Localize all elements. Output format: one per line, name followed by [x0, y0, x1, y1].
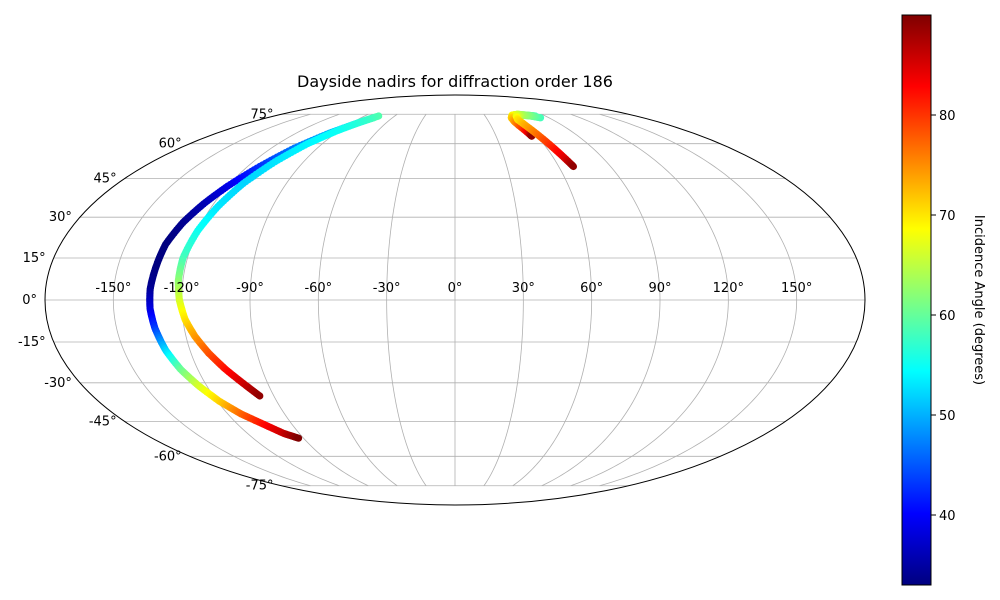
longitude-tick-label: -120°: [164, 281, 200, 296]
data-point: [256, 392, 264, 400]
colorbar-tick-label: 80: [939, 109, 956, 124]
longitude-tick-label: 150°: [781, 281, 812, 296]
longitude-tick-label: 90°: [648, 281, 671, 296]
mollweide-map: -150° -120° -90° -60° -30° 0° 30° 60° 90° 120° 150…: [18, 94, 866, 506]
colorbar-tick-label: 40: [939, 509, 956, 524]
map-boundary: [44, 94, 866, 506]
latitude-tick-label: -60°: [154, 449, 182, 464]
latitude-tick-label: 45°: [94, 172, 117, 187]
longitude-tick-label: -30°: [373, 281, 401, 296]
latitude-tick-labels: -75° -60° -45° -30° -15° 0° 15° 30° 45° 60° 75°: [18, 107, 274, 493]
colorbar-tick-label: 60: [939, 309, 956, 324]
scatter-points: [146, 110, 578, 442]
longitude-tick-label: -60°: [304, 281, 332, 296]
latitude-tick-label: -45°: [89, 414, 117, 429]
latitude-tick-label: 0°: [22, 293, 37, 308]
latitude-tick-label: -30°: [44, 376, 72, 391]
colorbar-gradient: [901, 14, 932, 586]
longitude-tick-label: 0°: [448, 281, 463, 296]
chart-title: Dayside nadirs for diffraction order 186: [297, 72, 613, 91]
data-point: [569, 162, 578, 171]
colorbar-tick-label: 50: [939, 409, 956, 424]
longitude-tick-label: 30°: [512, 281, 535, 296]
longitude-tick-label: -90°: [236, 281, 264, 296]
longitude-tick-label: 60°: [580, 281, 603, 296]
data-point: [294, 434, 303, 442]
latitude-tick-label: 75°: [250, 107, 273, 122]
latitude-tick-label: 60°: [159, 137, 182, 152]
longitude-tick-label: -150°: [95, 281, 131, 296]
graticule: [45, 113, 865, 487]
latitude-tick-label: -75°: [246, 479, 274, 494]
longitude-tick-label: 120°: [713, 281, 744, 296]
colorbar-tick-label: 70: [939, 209, 956, 224]
colorbar-ticks: 40 50 60 70 80: [931, 109, 956, 524]
colorbar-label: Incidence Angle (degrees): [971, 215, 986, 385]
latitude-tick-label: 30°: [49, 210, 72, 225]
colorbar: 40 50 60 70 80 Incidence Angle (degrees): [901, 14, 986, 586]
latitude-tick-label: 15°: [23, 251, 46, 266]
latitude-tick-label: -15°: [18, 335, 46, 350]
longitude-tick-labels: -150° -120° -90° -60° -30° 0° 30° 60° 90° 120° 150…: [95, 281, 812, 296]
